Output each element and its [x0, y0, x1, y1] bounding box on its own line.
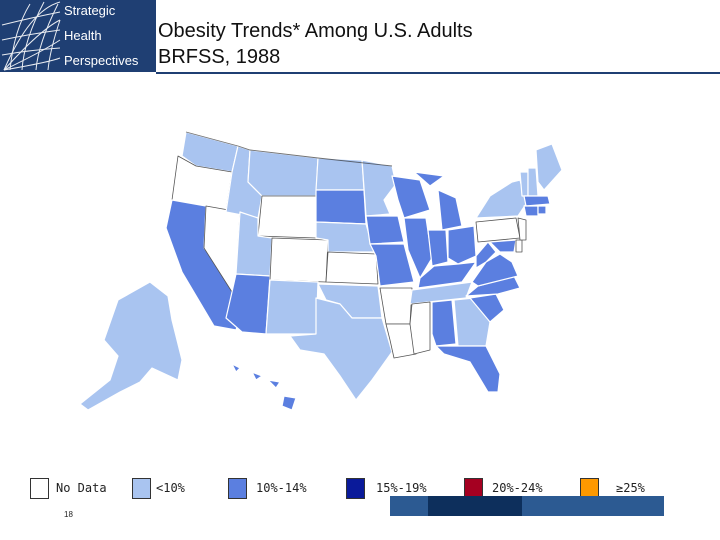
- legend-swatch-15-19: [346, 478, 365, 499]
- state-FL: [435, 345, 501, 393]
- legend-swatch-lt10: [132, 478, 151, 499]
- state-RI: [537, 205, 547, 215]
- state-DE: [515, 239, 523, 253]
- globe-grid-icon: [1, 1, 61, 71]
- logo-line-2: Health: [64, 28, 102, 43]
- state-MN: [361, 159, 397, 217]
- us-map: [79, 131, 563, 411]
- state-PA: [475, 217, 521, 243]
- state-WV: [475, 241, 497, 269]
- state-MA: [523, 195, 551, 207]
- legend-label-15-19: 15%-19%: [376, 481, 427, 495]
- legend-swatch-10-14: [228, 478, 247, 499]
- state-NJ: [517, 217, 527, 241]
- logo: Strategic Health Perspectives: [0, 0, 156, 72]
- logo-line-1: Strategic: [64, 3, 116, 18]
- legend-label-10-14: 10%-14%: [256, 481, 307, 495]
- state-TN: [409, 281, 473, 305]
- state-AR: [379, 287, 413, 325]
- state-SD: [315, 189, 367, 225]
- footer-bar-right: [522, 496, 664, 516]
- state-IL: [403, 217, 433, 279]
- title-line-2: BRFSS, 1988: [158, 46, 281, 68]
- state-NH: [527, 167, 539, 197]
- state-OH: [447, 225, 477, 265]
- legend-label-ge25: ≥25%: [616, 481, 645, 495]
- state-MO: [369, 243, 415, 287]
- state-MI: [413, 171, 463, 231]
- state-MS: [409, 301, 431, 355]
- state-NC: [465, 275, 521, 297]
- state-ME: [535, 143, 563, 191]
- state-ND: [315, 157, 365, 191]
- state-IN: [427, 229, 449, 267]
- state-MD: [489, 239, 517, 253]
- footer-bar-center: [428, 496, 522, 516]
- state-WI: [391, 175, 431, 219]
- state-SC: [469, 293, 505, 323]
- legend-label-lt10: <10%: [156, 481, 185, 495]
- state-AL: [431, 299, 457, 347]
- state-HI: [231, 363, 297, 411]
- footer-bar-left: [390, 496, 428, 516]
- state-AK: [79, 281, 183, 411]
- state-VT: [519, 171, 529, 197]
- title-rule: [156, 72, 720, 74]
- legend-swatch-no-data: [30, 478, 49, 499]
- state-NY: [475, 179, 527, 219]
- legend-label-no-data: No Data: [56, 481, 107, 495]
- state-TX: [289, 297, 393, 401]
- state-IA: [365, 215, 405, 245]
- state-LA: [385, 323, 417, 359]
- state-WY: [257, 195, 317, 239]
- page-number: 18: [64, 510, 73, 519]
- state-KS: [325, 251, 379, 285]
- state-NM: [265, 279, 319, 335]
- title-line-1: Obesity Trends* Among U.S. Adults: [158, 20, 473, 42]
- legend-label-20-24: 20%-24%: [492, 481, 543, 495]
- state-CT: [523, 205, 539, 217]
- logo-line-3: Perspectives: [64, 53, 139, 68]
- state-CO: [269, 237, 329, 283]
